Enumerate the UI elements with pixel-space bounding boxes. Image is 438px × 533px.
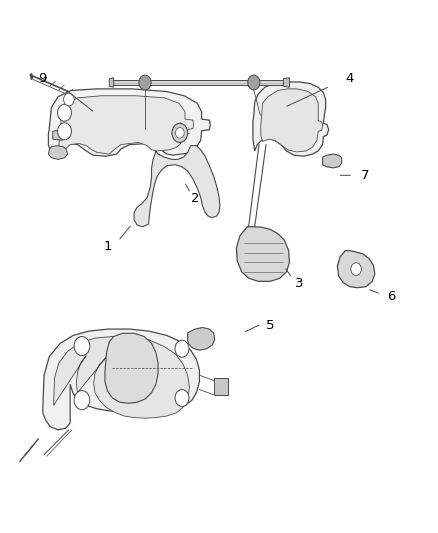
Text: 1: 1 — [104, 240, 112, 253]
Circle shape — [64, 93, 74, 106]
Polygon shape — [30, 73, 33, 80]
Polygon shape — [337, 251, 375, 288]
Text: 6: 6 — [387, 290, 395, 303]
Circle shape — [175, 340, 189, 357]
Circle shape — [351, 263, 361, 276]
Polygon shape — [48, 146, 67, 159]
Polygon shape — [283, 78, 290, 87]
Circle shape — [175, 390, 189, 407]
Text: 4: 4 — [346, 72, 354, 85]
Circle shape — [139, 75, 151, 90]
Circle shape — [57, 123, 71, 140]
Circle shape — [74, 391, 90, 410]
Polygon shape — [253, 82, 328, 156]
Polygon shape — [187, 327, 215, 350]
Polygon shape — [59, 96, 194, 154]
Polygon shape — [113, 80, 286, 85]
Polygon shape — [53, 130, 62, 140]
Circle shape — [176, 127, 184, 138]
Text: 3: 3 — [295, 277, 304, 290]
Circle shape — [248, 75, 260, 90]
Text: 9: 9 — [39, 72, 47, 85]
Circle shape — [74, 336, 90, 356]
Text: 2: 2 — [191, 192, 199, 205]
Text: 7: 7 — [360, 169, 369, 182]
Text: 5: 5 — [266, 319, 275, 333]
Circle shape — [172, 123, 187, 142]
Polygon shape — [110, 78, 114, 87]
Circle shape — [57, 104, 71, 121]
Polygon shape — [322, 154, 342, 168]
Polygon shape — [48, 89, 210, 156]
Polygon shape — [53, 336, 189, 418]
Polygon shape — [237, 227, 290, 281]
Polygon shape — [43, 329, 199, 430]
Polygon shape — [105, 333, 158, 403]
Polygon shape — [261, 89, 322, 152]
Bar — [214, 378, 228, 395]
Polygon shape — [134, 146, 220, 227]
